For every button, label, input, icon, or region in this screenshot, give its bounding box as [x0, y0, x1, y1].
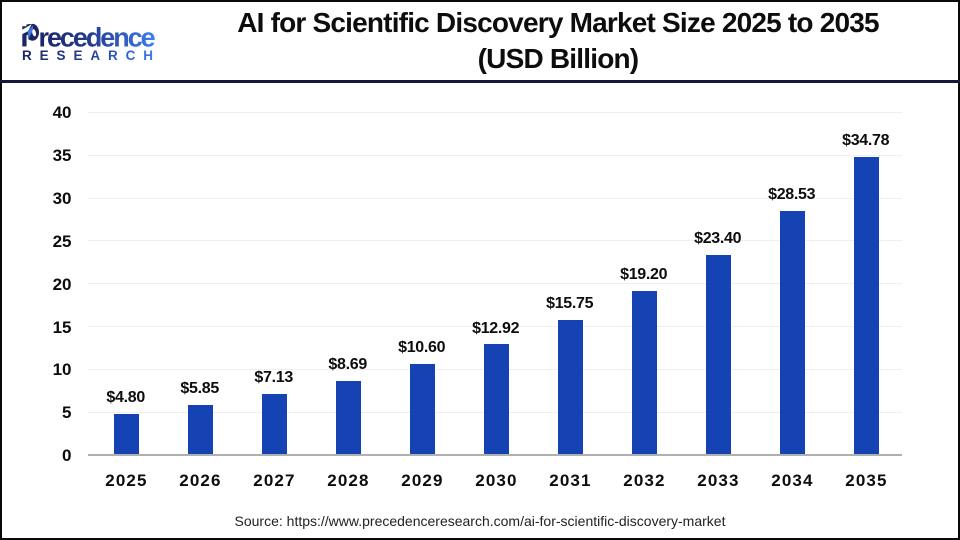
svg-text:recedence: recedence [39, 23, 156, 53]
svg-text:RESEARCH: RESEARCH [22, 48, 161, 63]
